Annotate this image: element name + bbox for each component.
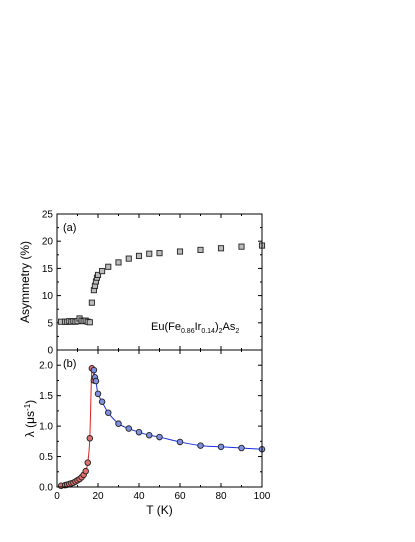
x-tick-label: 0 bbox=[54, 491, 60, 502]
formula-text: Eu(Fe bbox=[151, 321, 181, 333]
relaxation-rate-point-high-t bbox=[90, 366, 98, 374]
panel-b-y-tick-label: 2.0 bbox=[39, 361, 53, 372]
panel-a-label: (a) bbox=[63, 222, 76, 234]
relaxation-rate-point-high-t bbox=[98, 398, 106, 406]
formula-subscript: 2 bbox=[235, 328, 239, 335]
panel-b-markers bbox=[57, 365, 266, 490]
relaxation-rate-point-high-t bbox=[197, 442, 204, 449]
y-axis-label-superscript: -1 bbox=[23, 403, 32, 411]
asymmetry-data-point bbox=[197, 246, 204, 253]
relaxation-rate-point-high-t bbox=[238, 444, 245, 452]
panel-b-y-tick-label: 1.0 bbox=[39, 422, 53, 433]
panel-a-y-tick-label: 10 bbox=[42, 291, 54, 302]
asymmetry-data-point bbox=[86, 319, 93, 326]
relaxation-rate-point-high-t bbox=[115, 420, 122, 427]
x-tick-label: 40 bbox=[133, 491, 145, 502]
low-temperature-fit-curve bbox=[61, 365, 95, 487]
relaxation-rate-point-high-t bbox=[217, 443, 225, 451]
panel-a-y-tick-label: 15 bbox=[42, 264, 54, 275]
formula-subscript: 2 bbox=[219, 328, 223, 335]
formula-text: Ir bbox=[195, 321, 202, 333]
relaxation-rate-point-high-t bbox=[125, 425, 132, 432]
panel-a-y-tick-label: 20 bbox=[42, 237, 54, 248]
asymmetry-data-point bbox=[105, 263, 112, 270]
y-axis-label-close: ) bbox=[23, 400, 37, 404]
relaxation-rate-point-high-t bbox=[104, 409, 112, 416]
relaxation-rate-point-high-t bbox=[92, 377, 100, 385]
panel-b-ticks: 0.0 0.5 1.0 1.5 2.0 0 20 40 60 80 100 bbox=[39, 350, 271, 502]
x-tick-label: 20 bbox=[92, 491, 104, 502]
panel-b-y-axis-label: λ (μs-1) bbox=[23, 400, 37, 437]
high-temperature-fit-curve bbox=[93, 370, 263, 450]
panel-a-y-tick-label: 0 bbox=[47, 346, 53, 357]
panel-b-fit-curves bbox=[61, 365, 263, 487]
panel-b-y-tick-label: 0.5 bbox=[39, 452, 53, 463]
panel-b-frame bbox=[56, 349, 263, 488]
asymmetry-data-point bbox=[146, 250, 153, 257]
asymmetry-data-point bbox=[135, 252, 143, 259]
formula-subscript: 0.14 bbox=[201, 328, 215, 335]
panel-a-y-tick-label: 25 bbox=[42, 210, 54, 221]
asymmetry-data-point bbox=[99, 268, 106, 275]
relaxation-rate-point-high-t bbox=[135, 428, 143, 436]
asymmetry-data-point bbox=[88, 299, 95, 306]
relaxation-rate-point-high-t bbox=[145, 431, 153, 439]
asymmetry-data-point bbox=[176, 248, 184, 255]
x-tick-label: 60 bbox=[174, 491, 186, 502]
formula-text: ) bbox=[215, 321, 219, 333]
relaxation-rate-point-high-t bbox=[94, 390, 102, 398]
panel-b-y-tick-label: 1.5 bbox=[39, 391, 53, 402]
asymmetry-data-point bbox=[125, 255, 132, 262]
panel-b-label: (b) bbox=[63, 358, 76, 370]
relaxation-rate-point-high-t bbox=[156, 433, 163, 441]
panel-a-y-tick-label: 5 bbox=[47, 318, 53, 329]
y-axis-label-main: λ (μs bbox=[23, 411, 37, 437]
compound-formula-annotation: Eu(Fe0.86Ir0.14)2As2 bbox=[151, 321, 239, 335]
relaxation-rate-point-low-t bbox=[86, 435, 94, 442]
asymmetry-data-point bbox=[94, 271, 102, 278]
panel-b-y-tick-label: 0.0 bbox=[39, 483, 53, 494]
x-axis-label: T (K) bbox=[146, 503, 172, 517]
formula-text: As bbox=[223, 321, 236, 333]
relaxation-rate-point-high-t bbox=[176, 438, 184, 446]
panel-a-y-axis-label: Asymmetry (%) bbox=[18, 241, 32, 323]
x-tick-label: 100 bbox=[254, 491, 271, 502]
formula-subscript: 0.86 bbox=[181, 328, 195, 335]
relaxation-rate-point-low-t bbox=[82, 467, 89, 475]
relaxation-rate-point-low-t bbox=[84, 459, 91, 466]
asymmetry-data-point bbox=[156, 250, 163, 257]
panel-b: 0.0 0.5 1.0 1.5 2.0 0 20 40 60 80 100 (b) λ (μs-1)… bbox=[23, 349, 271, 517]
x-tick-label: 80 bbox=[215, 491, 227, 502]
asymmetry-data-point bbox=[217, 245, 225, 252]
panel-a-markers bbox=[58, 242, 266, 326]
asymmetry-data-point bbox=[115, 259, 122, 266]
asymmetry-data-point bbox=[238, 243, 245, 250]
